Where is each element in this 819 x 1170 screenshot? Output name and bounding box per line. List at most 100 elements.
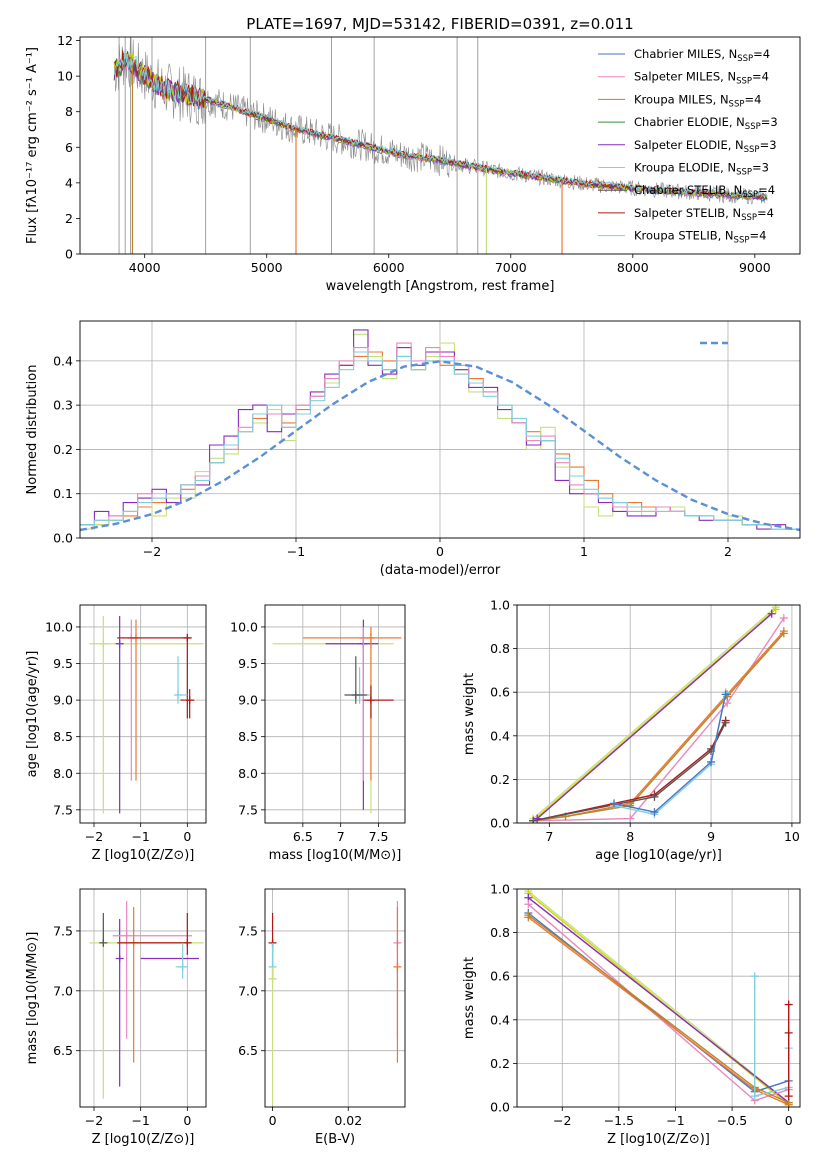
x-tick-label: 7 [337, 829, 345, 844]
x-tick-label: 0 [436, 544, 444, 559]
legend-text-sub: SSP [745, 122, 761, 132]
x-tick-label: 7000 [495, 260, 527, 275]
plot-area [268, 900, 402, 1105]
y-tick-label: 0.4 [490, 728, 510, 743]
y-tick-label: 0.0 [490, 1100, 510, 1115]
x-tick-label: 7.5 [369, 829, 389, 844]
y-axis-label: Flux [fλ10⁻¹⁷ erg cm⁻² s⁻¹ A⁻¹] [25, 47, 40, 244]
panel-residuals: −2 −1 0 1 2 0.0 0.1 0.2 0.3 0.4 (data-model)/error… [25, 320, 801, 578]
y-tick-label: 4 [65, 175, 73, 190]
y-tick-label: 6 [65, 140, 73, 155]
legend-entry: Salpeter MILES, NSSP=4 [634, 70, 769, 87]
y-tick-label: 12 [57, 33, 73, 48]
x-tick-label: −1.5 [604, 1113, 634, 1128]
y-tick-label: 7.5 [53, 923, 73, 938]
data-point [351, 690, 360, 699]
legend-text-sub: SSP [742, 190, 758, 200]
y-tick-label: 0.4 [53, 353, 73, 368]
data-point [610, 799, 619, 808]
legend-text-post: =4 [744, 92, 761, 106]
data-point [99, 639, 108, 648]
y-tick-label: 6.5 [238, 1043, 258, 1058]
y-tick-label: 8.0 [238, 766, 258, 781]
data-point [784, 1092, 793, 1101]
x-tick-label: 6000 [373, 260, 405, 275]
data-point [122, 931, 131, 940]
x-tick-label: 10 [784, 829, 800, 844]
legend-text-pre: Salpeter ELODIE, N [634, 138, 744, 152]
plot-area [89, 615, 204, 814]
axes-frame [264, 888, 406, 1108]
axes-frame [516, 888, 801, 1108]
data-point [99, 938, 108, 947]
data-point [366, 696, 375, 705]
series-line [527, 912, 789, 1093]
data-point [524, 900, 533, 909]
legend-text-post: =3 [761, 115, 778, 129]
normal-curve [80, 360, 800, 532]
y-tick-label: 0.4 [490, 1012, 510, 1027]
legend-text-sub: SSP [736, 77, 752, 87]
data-point [721, 690, 730, 699]
legend-text-pre: Salpeter MILES, N [634, 70, 736, 84]
series-line [527, 890, 790, 1104]
figure-title: PLATE=1697, MJD=53142, FIBERID=0391, z=0… [246, 15, 633, 33]
x-axis-label: Z [log10(Z/Z⊙)] [92, 848, 195, 863]
y-tick-label: 7.5 [238, 923, 258, 938]
legend-text-post: =3 [760, 138, 777, 152]
y-tick-label: 9.5 [53, 656, 73, 671]
data-point [626, 801, 635, 810]
x-axis-label: E(B-V) [315, 1132, 355, 1147]
series-line [613, 694, 727, 813]
data-point [721, 718, 730, 727]
legend-text-sub: SSP [737, 54, 753, 64]
data-point [268, 974, 277, 983]
x-tick-label: 4000 [129, 260, 161, 275]
y-tick-label: 0.8 [490, 925, 510, 940]
y-axis-label: mass [log10(M/M⊙)] [25, 932, 40, 1065]
plot-area [529, 605, 788, 823]
legend-entry: Chabrier ELODIE, NSSP=3 [634, 115, 778, 132]
x-tick-label: 9000 [739, 260, 771, 275]
y-axis-label: age [log10(age/yr)] [25, 651, 40, 778]
y-tick-label: 7.0 [53, 983, 73, 998]
x-tick-label: 1 [580, 544, 588, 559]
x-axis-label: Z [log10(Z/Z⊙)] [92, 1132, 195, 1147]
legend-text-post: =4 [757, 206, 774, 220]
x-tick-label: 8 [626, 829, 634, 844]
plot-area [89, 900, 204, 1099]
x-axis-label: Z [log10(Z/Z⊙)] [607, 1132, 710, 1147]
legend-entry: Salpeter ELODIE, NSSP=3 [634, 138, 777, 155]
y-axis-label: mass weight [462, 957, 477, 1039]
series-line [527, 892, 790, 1106]
panel-age-vs-mass: 6.5 7 7.5 7.5 8.0 8.5 9.0 9.5 10.0 mass [log10(M/… [230, 604, 406, 863]
model-spectrum-kroupa_stelib [113, 47, 768, 199]
x-tick-label: 9 [707, 829, 715, 844]
x-tick-label: 7 [545, 829, 553, 844]
data-point [626, 814, 635, 823]
y-tick-label: 0.2 [490, 1056, 510, 1071]
x-tick-label: 0 [183, 829, 191, 844]
series-line [527, 897, 790, 1104]
data-point [767, 609, 776, 618]
legend-text-sub: SSP [736, 168, 752, 178]
axes-frame [79, 320, 801, 539]
y-tick-label: 0.6 [490, 969, 510, 984]
histogram-step [80, 351, 800, 530]
x-tick-label: −1 [131, 1113, 149, 1128]
panel-mass-vs-EBV: 0 0.02 6.5 7.0 7.5 E(B-V) [238, 888, 406, 1147]
data-point [174, 690, 182, 699]
legend-text-pre: Salpeter STELIB, N [634, 206, 741, 220]
x-axis-label: wavelength [Angstrom, rest frame] [326, 279, 555, 294]
y-tick-label: 0.1 [53, 486, 73, 501]
y-tick-label: 1.0 [490, 598, 510, 613]
series-line [533, 617, 785, 822]
axes-frame [79, 36, 801, 255]
y-tick-label: 8.0 [53, 766, 73, 781]
legend-text-sub: SSP [729, 99, 745, 109]
legend-entry: Chabrier MILES, NSSP=4 [634, 47, 770, 64]
legend-text-pre: Chabrier STELIB, N [634, 183, 742, 197]
legend-text-post: =4 [752, 70, 769, 84]
y-tick-label: 0.2 [490, 772, 510, 787]
y-tick-label: 7.0 [238, 983, 258, 998]
